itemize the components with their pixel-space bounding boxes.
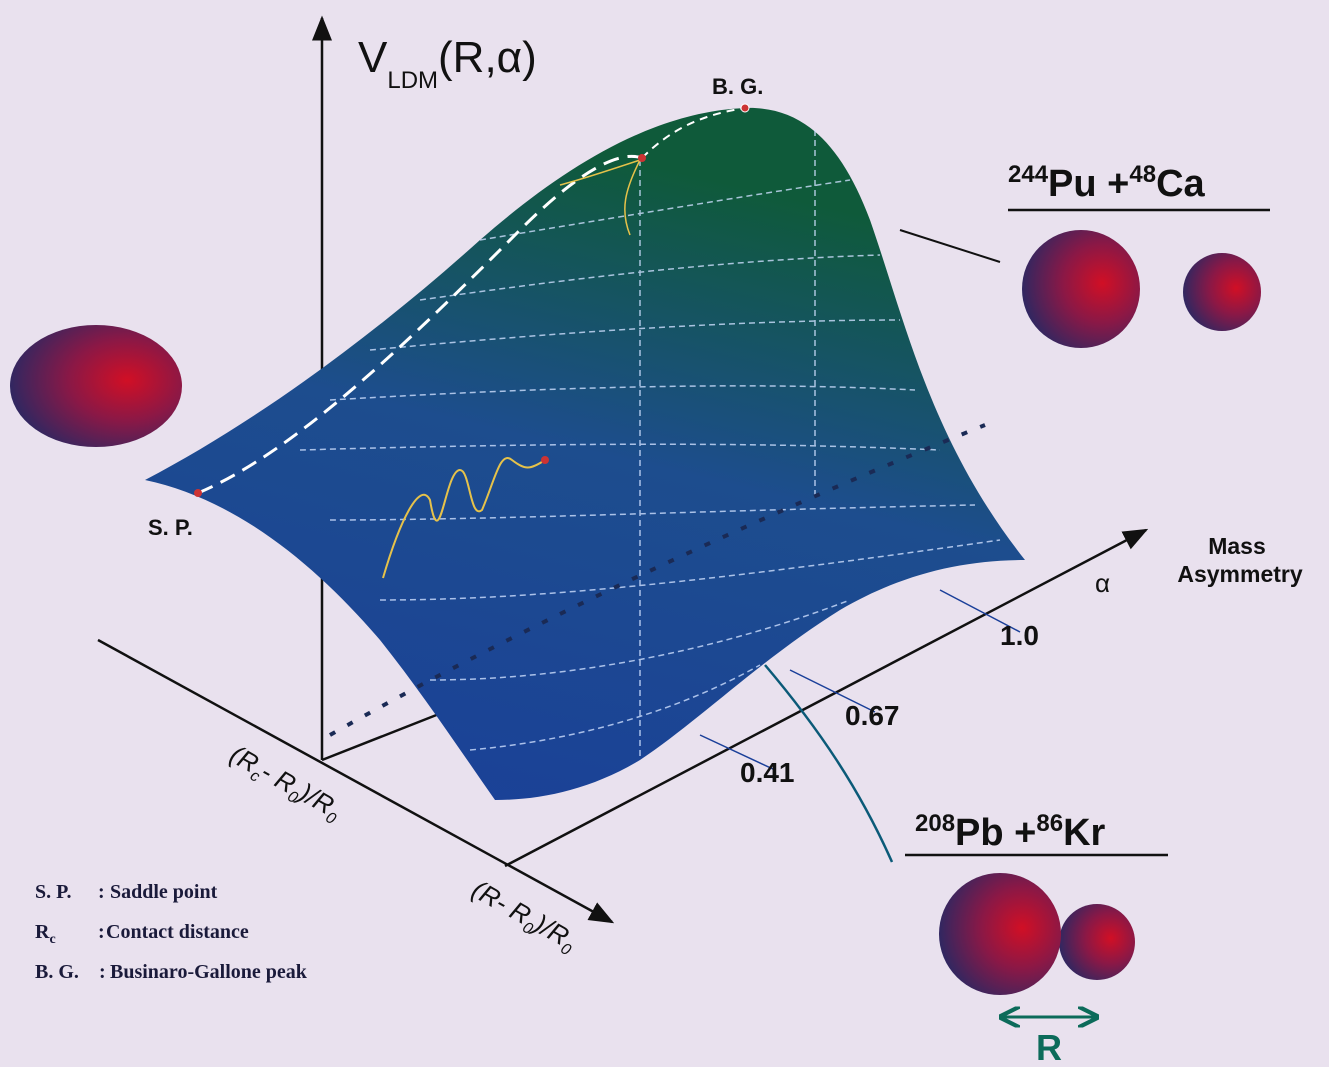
legend-sep: :: [99, 961, 106, 983]
alpha-tick: 0.67: [845, 700, 900, 731]
mass-label: Mass: [1208, 533, 1266, 559]
sp-point: [194, 489, 202, 497]
bg-point: [741, 104, 749, 112]
t: Pb: [955, 812, 1004, 854]
alpha-tick: 1.0: [1000, 620, 1039, 651]
trajectory-end: [541, 456, 549, 464]
v-sub: LDM: [387, 67, 438, 94]
nucleus-large: [939, 873, 1061, 995]
legend-text: Saddle point: [110, 881, 218, 903]
t: Ca: [1156, 163, 1205, 205]
legend-sep: :: [98, 921, 105, 943]
nucleus-small: [1183, 253, 1261, 331]
legend-text: Businaro-Gallone peak: [110, 961, 308, 983]
legend-text: Contact distance: [106, 921, 249, 943]
nucleus-large: [1022, 230, 1140, 348]
t: R: [35, 921, 50, 943]
compound-nucleus: [10, 325, 182, 447]
nucleus-small: [1059, 904, 1135, 980]
legend-key: S. P.: [35, 881, 72, 903]
sp-label: S. P.: [148, 515, 193, 540]
alpha-tick: 0.41: [740, 757, 795, 788]
t: +: [1004, 812, 1037, 854]
separation-label: R: [1036, 1027, 1062, 1067]
t: 208: [915, 810, 955, 837]
legend-sep: :: [98, 881, 105, 903]
t: Kr: [1063, 812, 1105, 854]
mid-point: [638, 154, 646, 162]
diagram: 1.0 0.67 0.41 VLDM(R,α) B. G. S. P. α Ma…: [0, 0, 1329, 1067]
bg-label: B. G.: [712, 74, 763, 99]
legend-key: B. G.: [35, 961, 79, 983]
alpha-symbol: α: [1095, 568, 1110, 598]
t: Pu: [1048, 163, 1097, 205]
t: 86: [1036, 810, 1063, 837]
asymmetry-label: Asymmetry: [1177, 561, 1302, 587]
t: +: [1097, 163, 1130, 205]
v-args: (R,α): [438, 33, 537, 82]
t: 48: [1129, 161, 1156, 188]
t: c: [49, 932, 55, 947]
v: V: [358, 33, 388, 82]
t: 244: [1008, 161, 1049, 188]
